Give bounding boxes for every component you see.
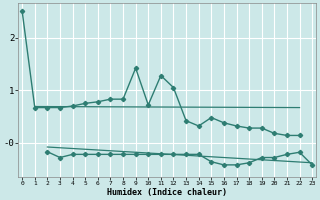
X-axis label: Humidex (Indice chaleur): Humidex (Indice chaleur) [107, 188, 227, 197]
